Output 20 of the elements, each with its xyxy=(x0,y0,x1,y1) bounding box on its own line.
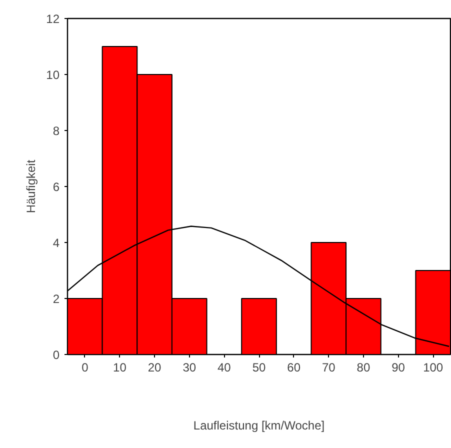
y-tick-label: 12 xyxy=(46,12,60,26)
x-axis-title: Laufleistung [km/Woche] xyxy=(193,418,325,432)
x-tick-label: 100 xyxy=(423,360,444,374)
y-tick-label: 8 xyxy=(52,124,60,138)
y-tick-label: 0 xyxy=(52,348,60,362)
x-tick-label: 50 xyxy=(252,360,266,374)
y-tick-label: 6 xyxy=(52,180,60,194)
y-tick-label: 10 xyxy=(46,68,60,82)
x-tick-label: 80 xyxy=(356,360,370,374)
x-tick-label: 90 xyxy=(392,360,406,374)
x-tick-label: 20 xyxy=(148,360,162,374)
y-tick-label: 4 xyxy=(52,236,60,250)
x-tick-label: 30 xyxy=(182,360,196,374)
y-axis-title: Häufigkeit xyxy=(24,159,38,214)
x-tick-label: 10 xyxy=(113,360,127,374)
x-tick-label: 40 xyxy=(218,360,232,374)
x-tick-label: 0 xyxy=(82,360,89,374)
x-tick-label: 70 xyxy=(322,360,336,374)
x-tick-label: 60 xyxy=(287,360,301,374)
y-tick-label: 2 xyxy=(52,292,60,306)
